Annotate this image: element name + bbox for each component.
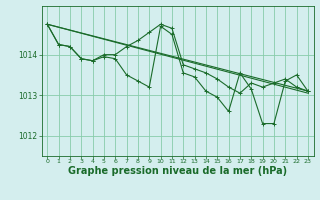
X-axis label: Graphe pression niveau de la mer (hPa): Graphe pression niveau de la mer (hPa) (68, 166, 287, 176)
